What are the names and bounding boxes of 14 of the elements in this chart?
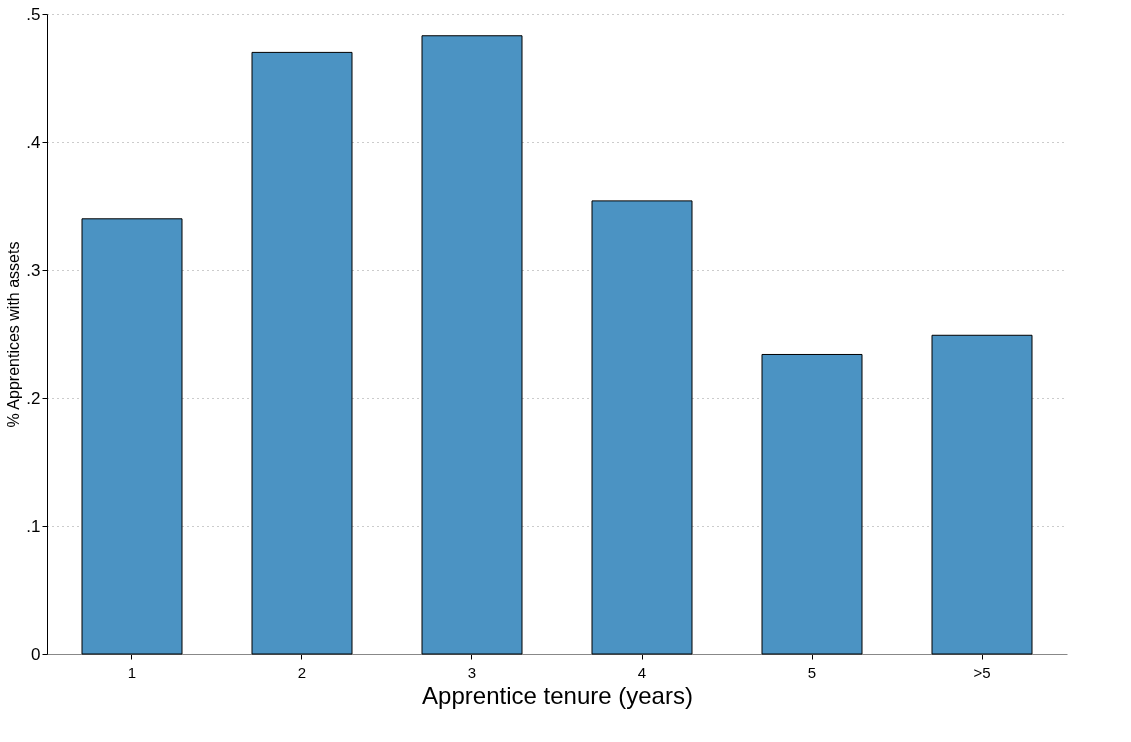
x-tick-label: 3 bbox=[467, 663, 477, 681]
y-tick-label: .2 bbox=[26, 388, 41, 408]
x-tick-label: 5 bbox=[807, 663, 817, 681]
y-tick-label: .3 bbox=[26, 260, 41, 280]
x-tick-label: 4 bbox=[637, 663, 647, 681]
y-tick-label: .1 bbox=[26, 516, 41, 536]
x-tick-label: 1 bbox=[127, 663, 137, 681]
y-axis-title: % Apprentices with assets bbox=[5, 241, 23, 428]
y-tick-label: .5 bbox=[26, 4, 41, 24]
x-tick-label: >5 bbox=[973, 663, 991, 681]
x-axis-title: Apprentice tenure (years) bbox=[422, 681, 693, 709]
y-tick-label: .4 bbox=[26, 132, 41, 152]
y-tick-label: 0 bbox=[31, 644, 41, 664]
x-tick-label: 2 bbox=[297, 663, 307, 681]
